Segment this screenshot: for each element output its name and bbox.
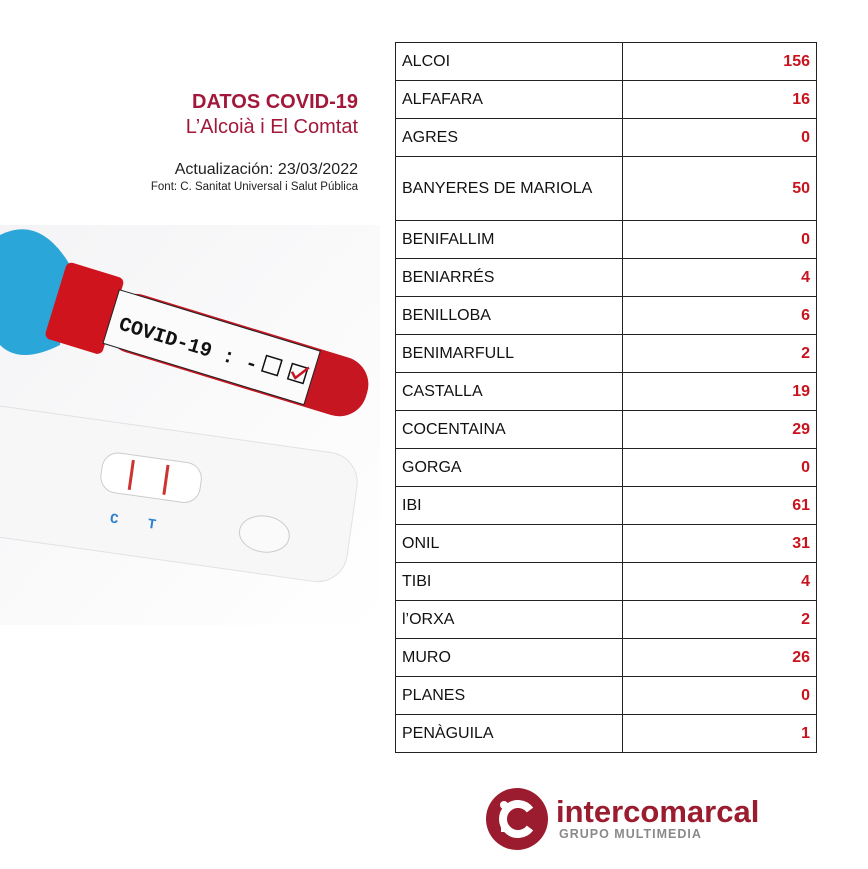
municipality-name: BENIMARFULL <box>395 334 623 373</box>
table-row: MURO 26 <box>395 638 817 677</box>
case-count: 26 <box>622 638 817 677</box>
table-row: BENIMARFULL 2 <box>395 334 817 373</box>
table-row: COCENTAINA 29 <box>395 410 817 449</box>
logo-ic-icon <box>486 788 548 850</box>
municipality-name: ALFAFARA <box>395 80 623 119</box>
case-count: 0 <box>622 676 817 715</box>
case-count: 50 <box>622 156 817 221</box>
svg-text:C: C <box>109 511 120 528</box>
municipality-name: CASTALLA <box>395 372 623 411</box>
case-count: 0 <box>622 118 817 157</box>
source: Font: C. Sanitat Universal i Salut Públi… <box>150 181 358 193</box>
table-row: IBI 61 <box>395 486 817 525</box>
municipality-name: COCENTAINA <box>395 410 623 449</box>
svg-text:T: T <box>146 517 157 534</box>
test-cassette: C T <box>0 405 358 583</box>
intercomarcal-logo: intercomarcal GRUPO MULTIMEDIA <box>486 788 759 850</box>
municipality-name: IBI <box>395 486 623 525</box>
municipality-name: ALCOI <box>395 42 623 81</box>
municipality-name: MURO <box>395 638 623 677</box>
case-count: 0 <box>622 220 817 259</box>
logo-name: intercomarcal <box>556 794 760 829</box>
table-row: BANYERES DE MARIOLA 50 <box>395 156 817 221</box>
table-row: TIBI 4 <box>395 562 817 601</box>
municipality-name: ONIL <box>395 524 623 563</box>
cases-table: ALCOI 156 ALFAFARA 16 AGRES 0 BANYERES DE MARI… <box>395 42 817 753</box>
case-count: 29 <box>622 410 817 449</box>
subtitle: L’Alcoià i El Comtat <box>185 116 358 138</box>
header: DATOS COVID-19 L’Alcoià i El Comtat Actu… <box>151 90 358 195</box>
table-row: CASTALLA 19 <box>395 372 817 411</box>
municipality-name: BENILLOBA <box>395 296 623 335</box>
case-count: 156 <box>622 42 817 81</box>
case-count: 4 <box>622 562 817 601</box>
case-count: 2 <box>622 600 817 639</box>
municipality-name: BANYERES DE MARIOLA <box>395 156 623 221</box>
table-row: AGRES 0 <box>395 118 817 157</box>
case-count: 1 <box>622 714 817 753</box>
municipality-name: GORGA <box>395 448 623 487</box>
table-row: BENILLOBA 6 <box>395 296 817 335</box>
municipality-name: TIBI <box>395 562 623 601</box>
table-row: ALFAFARA 16 <box>395 80 817 119</box>
case-count: 4 <box>622 258 817 297</box>
table-row: ALCOI 156 <box>395 42 817 81</box>
title: DATOS COVID-19 <box>192 91 358 113</box>
municipality-name: BENIARRÉS <box>395 258 623 297</box>
municipality-name: BENIFALLIM <box>395 220 623 259</box>
logo-tagline: GRUPO MULTIMEDIA <box>559 827 702 841</box>
case-count: 6 <box>622 296 817 335</box>
case-count: 16 <box>622 80 817 119</box>
update-date: Actualización: 23/03/2022 <box>174 161 358 178</box>
covid-test-photo: C T COVID-19 : - <box>0 225 380 625</box>
municipality-name: PLANES <box>395 676 623 715</box>
table-row: BENIFALLIM 0 <box>395 220 817 259</box>
table-row: ONIL 31 <box>395 524 817 563</box>
case-count: 31 <box>622 524 817 563</box>
table-row: PENÀGUILA 1 <box>395 714 817 753</box>
table-row: PLANES 0 <box>395 676 817 715</box>
municipality-name: l’ORXA <box>395 600 623 639</box>
table-row: l’ORXA 2 <box>395 600 817 639</box>
case-count: 2 <box>622 334 817 373</box>
case-count: 0 <box>622 448 817 487</box>
municipality-name: AGRES <box>395 118 623 157</box>
case-count: 61 <box>622 486 817 525</box>
case-count: 19 <box>622 372 817 411</box>
table-row: GORGA 0 <box>395 448 817 487</box>
municipality-name: PENÀGUILA <box>395 714 623 753</box>
table-row: BENIARRÉS 4 <box>395 258 817 297</box>
